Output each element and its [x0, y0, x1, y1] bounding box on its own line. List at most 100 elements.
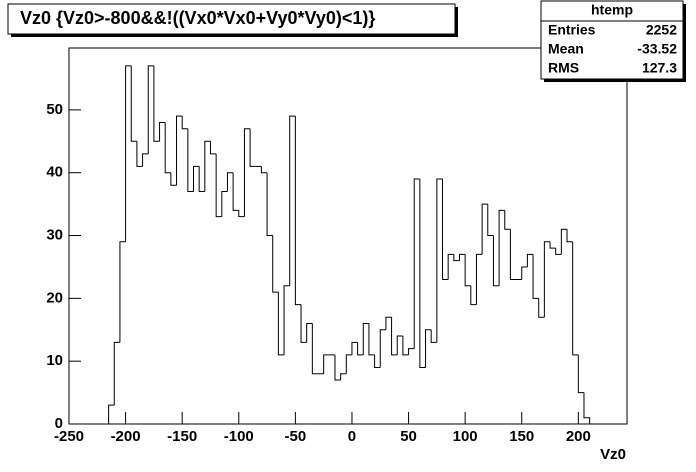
histogram-bin — [504, 210, 511, 230]
histogram-bin — [509, 229, 517, 281]
histogram-bin — [181, 116, 188, 130]
histogram-bin — [147, 65, 154, 154]
histogram-bin — [351, 341, 358, 355]
histogram-bin — [543, 241, 551, 318]
histogram-bin — [408, 348, 415, 355]
histogram-bin — [447, 253, 454, 280]
histogram-bin — [289, 115, 296, 286]
histogram-bin — [442, 178, 449, 281]
x-tick-label: 100 — [453, 428, 478, 445]
histogram-bin — [193, 165, 200, 192]
histogram-bin — [300, 304, 307, 343]
stats-label: Entries — [548, 22, 596, 38]
histogram-bin — [198, 166, 205, 193]
histogram-bin — [458, 253, 466, 261]
histogram-bin — [475, 253, 483, 305]
stats-value: 2252 — [646, 22, 677, 38]
histogram-bin — [226, 172, 234, 192]
histogram-bin — [283, 285, 290, 355]
histogram-bin — [215, 153, 222, 218]
histogram-bin — [379, 329, 386, 368]
histogram-bin — [419, 178, 426, 368]
x-tick-label: 150 — [509, 428, 534, 445]
x-tick-label: -200 — [111, 428, 141, 445]
y-tick-label: 10 — [46, 352, 63, 369]
histogram-bin — [425, 329, 432, 368]
histogram-bin — [306, 322, 313, 343]
histogram-bin — [238, 210, 245, 218]
y-tick-label: 30 — [46, 226, 63, 243]
histogram-bin — [538, 298, 545, 318]
plot-frame — [68, 47, 628, 425]
histogram-bin — [232, 172, 239, 211]
histogram-bin — [249, 128, 256, 167]
y-tick-label: 0 — [55, 415, 63, 432]
histogram-bin — [526, 253, 534, 267]
histogram-bin — [430, 329, 437, 343]
histogram-bin — [176, 115, 183, 186]
histogram-bin — [413, 178, 420, 349]
x-axis-label: Vz0 — [600, 446, 626, 463]
histogram-bin — [385, 316, 392, 330]
histogram-bin — [396, 335, 403, 355]
histogram-bin — [560, 228, 568, 255]
histogram-bin — [583, 392, 591, 424]
histogram-bin — [159, 121, 166, 142]
y-tick-label: 50 — [46, 101, 63, 118]
histogram-bin — [204, 140, 211, 192]
histogram-bin — [334, 354, 341, 381]
histogram-bin — [113, 341, 120, 406]
stats-box: htemp Entries 2252 Mean -33.52 RMS 127.3 — [540, 0, 686, 82]
y-tick-label: 20 — [46, 289, 63, 306]
histogram-bin — [243, 128, 251, 217]
histogram-bin — [464, 254, 471, 287]
histogram-bin — [532, 254, 539, 299]
histogram-bin — [487, 204, 494, 237]
histogram-bin — [164, 122, 171, 174]
histogram-bin — [142, 153, 149, 167]
histogram-bin — [368, 323, 375, 356]
x-tick-label: -150 — [167, 428, 197, 445]
histogram-bin — [209, 141, 217, 155]
histogram-bin — [521, 266, 528, 280]
x-tick-label: -250 — [54, 428, 84, 445]
histogram-bin — [572, 241, 579, 356]
stats-title: htemp — [591, 2, 633, 18]
histogram-bin — [294, 116, 302, 306]
x-tick-label: 50 — [400, 428, 417, 445]
histogram-bin — [119, 241, 126, 343]
histogram-bin — [492, 235, 500, 287]
title-box — [7, 3, 456, 35]
histogram-bin — [272, 235, 279, 293]
histogram-bin — [391, 317, 398, 356]
stats-label: Mean — [548, 41, 584, 57]
x-tick-label: 0 — [348, 428, 356, 445]
histogram-bin — [221, 191, 228, 217]
histogram-bin — [453, 254, 460, 262]
histogram-bin — [170, 172, 177, 186]
histogram-bin — [402, 336, 409, 356]
histogram-bin — [187, 128, 194, 193]
stats-label: RMS — [548, 60, 579, 76]
histogram-bin — [277, 292, 285, 356]
histogram-bin — [153, 65, 160, 142]
histogram-bin — [340, 373, 347, 381]
x-tick-label: -50 — [285, 428, 307, 445]
histogram-bin — [125, 65, 132, 242]
histogram-bin — [481, 203, 488, 255]
histogram-bin — [362, 322, 369, 355]
histogram-bin — [130, 65, 137, 142]
histogram-bin — [266, 172, 273, 237]
y-tick-label: 40 — [46, 164, 63, 181]
histogram-bin — [260, 166, 268, 174]
histogram-bin — [549, 241, 556, 249]
histogram-bin — [436, 178, 443, 343]
histogram-bin — [374, 354, 381, 368]
histogram-bin — [108, 404, 115, 424]
histogram-bin — [136, 141, 143, 167]
chart-title: Vz0 {Vz0>-800&&!((Vx0*Vx0+Vy0*Vy0)<1)} — [20, 8, 375, 28]
histogram-bin — [498, 209, 505, 286]
histogram-bin — [555, 248, 562, 255]
histogram-bin — [577, 354, 584, 394]
